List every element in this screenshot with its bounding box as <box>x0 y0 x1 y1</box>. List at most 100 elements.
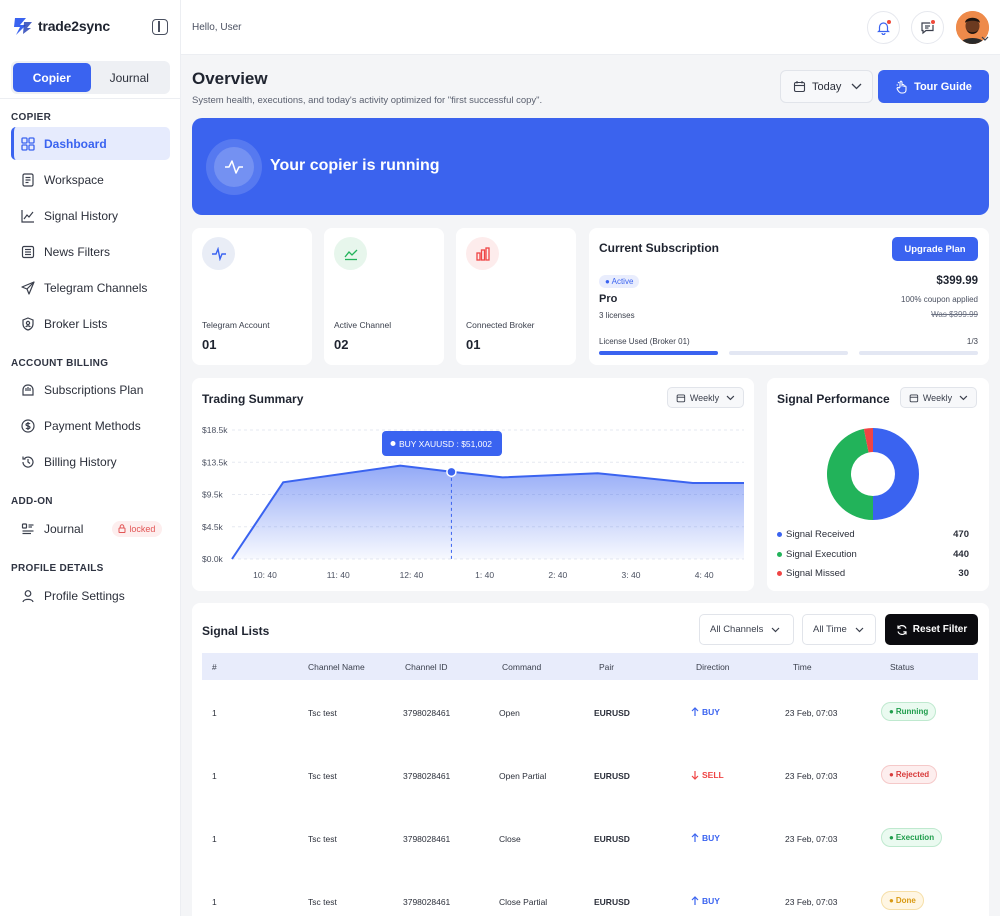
sidebar-item-label: Telegram Channels <box>44 280 148 295</box>
sidebar-item-workspace[interactable]: Workspace <box>11 163 170 196</box>
legend-dot <box>777 571 782 576</box>
date-filter-label: Today <box>812 80 842 93</box>
upgrade-plan-button[interactable]: Upgrade Plan <box>892 237 978 261</box>
sidebar-item-label: Workspace <box>44 172 104 187</box>
journal-icon <box>21 522 34 534</box>
cell-time: 23 Feb, 07:03 <box>785 708 838 718</box>
table-row[interactable]: 1 Tsc test 3798028461 Close EURUSD BUY 2… <box>202 826 978 853</box>
direction-label: SELL <box>702 770 724 780</box>
sidebar-item-journal[interactable]: Journal locked <box>11 512 170 545</box>
status-badge: ● Done <box>881 891 924 910</box>
chevron-down-icon[interactable] <box>981 36 989 42</box>
pointer-hand-icon <box>896 79 907 94</box>
app-name: trade2sync <box>38 18 110 34</box>
cell-channel-id: 3798028461 <box>403 897 451 907</box>
collapse-sidebar-icon[interactable] <box>152 19 168 35</box>
performance-period-label: Weekly <box>922 392 953 403</box>
series-area <box>232 465 744 559</box>
cell-channel-name: Tsc test <box>308 834 337 844</box>
cell-number: 1 <box>212 771 217 781</box>
arrow-up-icon <box>691 707 699 716</box>
chart-line-icon <box>21 209 34 223</box>
stat-label: Connected Broker <box>466 320 535 330</box>
top-bar: Hello, User <box>181 0 1000 55</box>
status-badge-label: Active <box>611 277 634 286</box>
signal-icon <box>211 246 226 261</box>
cell-pair: EURUSD <box>594 708 630 718</box>
legend-label: Signal Received <box>786 529 855 540</box>
locked-badge: locked <box>112 520 163 537</box>
history-icon <box>22 455 34 468</box>
dollar-icon <box>21 418 35 433</box>
x-tick-label: 4: 40 <box>695 570 714 580</box>
cell-channel-id: 3798028461 <box>403 834 451 844</box>
cell-pair: EURUSD <box>594 897 630 907</box>
sidebar-item-signal-history[interactable]: Signal History <box>11 199 170 232</box>
status-label: Rejected <box>895 770 930 779</box>
divider <box>0 98 181 99</box>
tab-journal[interactable]: Journal <box>109 70 149 85</box>
sidebar-item-dashboard[interactable]: Dashboard <box>11 127 170 160</box>
stat-value: 01 <box>202 337 217 352</box>
time-filter-dropdown[interactable]: All Time <box>802 614 876 645</box>
hand-icon <box>22 383 34 396</box>
document-icon <box>22 172 34 187</box>
notifications-button[interactable] <box>867 11 900 44</box>
table-row[interactable]: 1 Tsc test 3798028461 Close Partial EURU… <box>202 889 978 916</box>
stat-icon-bg <box>334 237 367 270</box>
bar-chart-icon <box>475 246 490 261</box>
message-dot <box>930 19 936 25</box>
cell-command: Close <box>499 834 521 844</box>
arrow-up-icon <box>691 833 699 842</box>
reset-filter-button[interactable]: Reset Filter <box>885 614 978 645</box>
donut-slice <box>873 428 919 520</box>
stat-icon-bg <box>466 237 499 270</box>
sidebar: trade2sync Copier Journal COPIER Dashboa… <box>0 0 181 916</box>
cell-command: Open <box>499 708 520 718</box>
sidebar-item-billing-history[interactable]: Billing History <box>11 445 170 478</box>
channel-filter-dropdown[interactable]: All Channels <box>699 614 794 645</box>
direction-label: BUY <box>702 707 720 717</box>
sidebar-item-subscriptions-plan[interactable]: Subscriptions Plan <box>11 373 170 406</box>
cell-direction: BUY <box>691 707 720 717</box>
status-badge: ● Active <box>599 275 640 288</box>
signal-performance-card: Signal Performance Weekly Signal Receive… <box>767 378 989 591</box>
coupon-note: 100% coupon applied <box>901 295 978 304</box>
license-progress-segment <box>729 351 848 355</box>
refresh-icon <box>897 624 907 635</box>
sidebar-item-payment-methods[interactable]: Payment Methods <box>11 409 170 442</box>
performance-period-dropdown[interactable]: Weekly <box>900 387 977 408</box>
legend-label: Signal Missed <box>786 568 846 579</box>
stat-card-connected-broker: Connected Broker 01 <box>456 228 576 365</box>
tab-copier[interactable]: Copier <box>13 63 91 92</box>
status-label: Execution <box>895 833 935 842</box>
pulse-icon <box>225 160 243 174</box>
news-icon <box>21 245 35 258</box>
time-filter-label: All Time <box>813 624 847 635</box>
sidebar-item-profile-settings[interactable]: Profile Settings <box>11 579 170 612</box>
signal-lists-title: Signal Lists <box>202 624 270 638</box>
channel-filter-label: All Channels <box>710 624 764 635</box>
grid-icon <box>21 136 35 151</box>
mode-tabs: Copier Journal <box>11 61 170 94</box>
tour-guide-button[interactable]: Tour Guide <box>878 70 989 103</box>
messages-button[interactable] <box>911 11 944 44</box>
logo[interactable]: trade2sync <box>12 16 110 36</box>
trading-period-label: Weekly <box>689 392 720 403</box>
table-row[interactable]: 1 Tsc test 3798028461 Open Partial EURUS… <box>202 763 978 790</box>
table-row[interactable]: 1 Tsc test 3798028461 Open EURUSD BUY 23… <box>202 700 978 727</box>
column-header: Direction <box>696 662 730 672</box>
avatar[interactable] <box>956 11 989 44</box>
sidebar-item-news-filters[interactable]: News Filters <box>11 235 170 268</box>
reset-filter-label: Reset Filter <box>912 624 968 635</box>
cell-time: 23 Feb, 07:03 <box>785 771 838 781</box>
sidebar-item-broker-lists[interactable]: Broker Lists <box>11 307 170 340</box>
section-title-profile-details: PROFILE DETAILS <box>11 563 104 574</box>
trading-period-dropdown[interactable]: Weekly <box>667 387 744 408</box>
status-label: Running <box>895 707 929 716</box>
status-badge: ● Running <box>881 702 937 721</box>
trend-up-icon <box>343 249 357 260</box>
sidebar-item-telegram-channels[interactable]: Telegram Channels <box>11 271 170 304</box>
date-filter-dropdown[interactable]: Today <box>780 70 873 103</box>
legend-value: 470 <box>953 529 969 540</box>
